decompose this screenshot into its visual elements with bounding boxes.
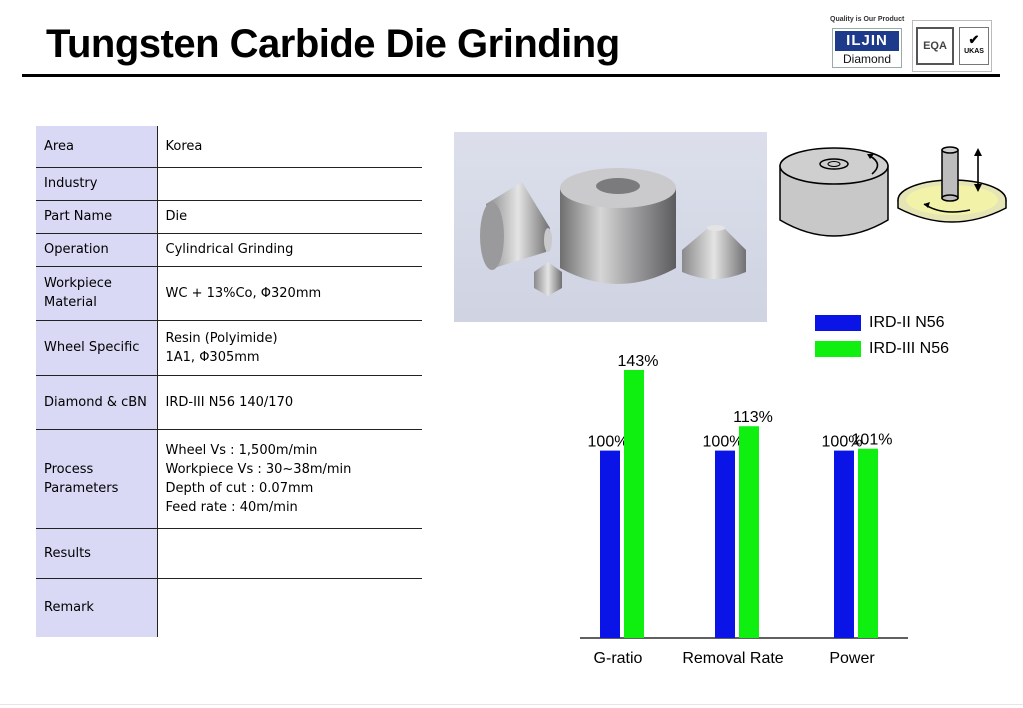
footer-rule xyxy=(0,704,1023,705)
logo-tagline: Quality is Our Product xyxy=(830,16,905,23)
page-title: Tungsten Carbide Die Grinding xyxy=(46,22,620,66)
category-label: Removal Rate xyxy=(682,650,783,667)
ukas-badge: ✔ UKAS xyxy=(959,27,989,65)
ukas-label: UKAS xyxy=(964,48,984,55)
spec-row: Results xyxy=(36,528,422,579)
die-parts-illustration xyxy=(480,168,746,296)
legend-label: IRD-III N56 xyxy=(869,340,950,357)
title-underline xyxy=(22,74,1000,77)
chart-legend: IRD-II N56 IRD-III N56 xyxy=(815,310,949,362)
legend-swatch xyxy=(815,315,861,331)
spec-value xyxy=(157,528,422,579)
spec-label: Industry xyxy=(36,167,158,201)
spec-value-line: IRD-III N56 140/170 xyxy=(165,394,294,410)
spec-label: Diamond & cBN xyxy=(36,375,158,430)
spec-value-line: Depth of cut : 0.07mm xyxy=(165,480,314,496)
spec-row: Area Korea xyxy=(36,126,422,168)
spec-label: Operation xyxy=(36,233,158,267)
legend-label: IRD-II N56 xyxy=(869,314,945,331)
certification-badges: EQA ✔ UKAS xyxy=(912,20,992,72)
bar xyxy=(739,426,759,638)
spec-value: Die xyxy=(157,200,422,234)
data-label: 100% xyxy=(822,434,863,451)
die-parts-photo xyxy=(454,132,767,322)
spec-row: Operation Cylindrical Grinding xyxy=(36,233,422,267)
bar xyxy=(858,448,878,638)
spec-row: Process Parameters Wheel Vs : 1,500m/min W… xyxy=(36,429,422,529)
spec-value: WC + 13%Co, Φ320mm xyxy=(157,266,422,321)
spec-label: Process Parameters xyxy=(36,429,158,529)
category-label: Power xyxy=(829,650,875,667)
data-label: 101% xyxy=(852,432,893,449)
data-label: 100% xyxy=(588,434,629,451)
spec-value-line: Feed rate : 40m/min xyxy=(165,499,298,515)
bar xyxy=(600,450,620,638)
check-icon: ✔ xyxy=(968,32,980,47)
grinding-diagram xyxy=(774,140,1010,252)
iljin-logo: ILJIN Diamond xyxy=(832,28,902,68)
data-label: 100% xyxy=(703,434,744,451)
spec-value-line: WC + 13%Co, Φ320mm xyxy=(165,285,322,301)
spec-label: Area xyxy=(36,126,158,168)
legend-swatch xyxy=(815,341,861,357)
company-logo: Quality is Our Product ILJIN Diamond EQA… xyxy=(826,14,996,74)
spec-value-line: Die xyxy=(165,209,188,224)
spec-value-line: Cylindrical Grinding xyxy=(165,242,294,257)
spec-label: Workpiece Material xyxy=(36,266,158,321)
spec-value-line: Korea xyxy=(165,138,203,154)
spec-row: Workpiece Material WC + 13%Co, Φ320mm xyxy=(36,266,422,321)
spec-label: Wheel Specific xyxy=(36,320,158,376)
spec-value: Wheel Vs : 1,500m/min Workpiece Vs : 30~3… xyxy=(157,429,422,529)
spec-value: Resin (Polyimide) 1A1, Φ305mm xyxy=(157,320,422,376)
spec-value: IRD-III N56 140/170 xyxy=(157,375,422,430)
eqa-badge: EQA xyxy=(916,27,954,65)
category-label: G-ratio xyxy=(594,650,643,667)
spec-value xyxy=(157,167,422,201)
spec-value-line: Resin (Polyimide) xyxy=(165,330,278,346)
spec-value: Cylindrical Grinding xyxy=(157,233,422,267)
bar xyxy=(624,370,644,638)
grinding-setup-illustration xyxy=(779,146,1007,237)
spec-value: Korea xyxy=(157,126,422,168)
spec-label: Results xyxy=(36,528,158,579)
data-label: 143% xyxy=(618,353,659,370)
spec-value-line: 1A1, Φ305mm xyxy=(165,349,260,365)
spec-value-line: Workpiece Vs : 30~38m/min xyxy=(165,461,352,477)
spec-row: Industry xyxy=(36,167,422,201)
bar xyxy=(715,450,735,638)
spec-value xyxy=(157,578,422,637)
bar-chart: 100% 143% G-ratio 100% 113% Removal Rate 100% 1… xyxy=(560,320,940,680)
spec-row: Remark xyxy=(36,578,422,637)
data-label: 113% xyxy=(733,409,773,426)
spec-table: Area Korea Industry Part Name Die Operation Cy… xyxy=(36,126,422,637)
spec-label: Remark xyxy=(36,578,158,637)
bar xyxy=(834,450,854,638)
spec-row: Part Name Die xyxy=(36,200,422,234)
legend-item-series-1: IRD-II N56 xyxy=(815,310,949,336)
iljin-brand: ILJIN xyxy=(835,31,899,51)
spec-label: Part Name xyxy=(36,200,158,234)
spec-value-line: Wheel Vs : 1,500m/min xyxy=(165,442,318,458)
spec-row: Wheel Specific Resin (Polyimide) 1A1, Φ305… xyxy=(36,320,422,376)
spec-row: Diamond & cBN IRD-III N56 140/170 xyxy=(36,375,422,430)
legend-item-series-2: IRD-III N56 xyxy=(815,336,949,362)
iljin-diamond-label: Diamond xyxy=(842,52,892,66)
